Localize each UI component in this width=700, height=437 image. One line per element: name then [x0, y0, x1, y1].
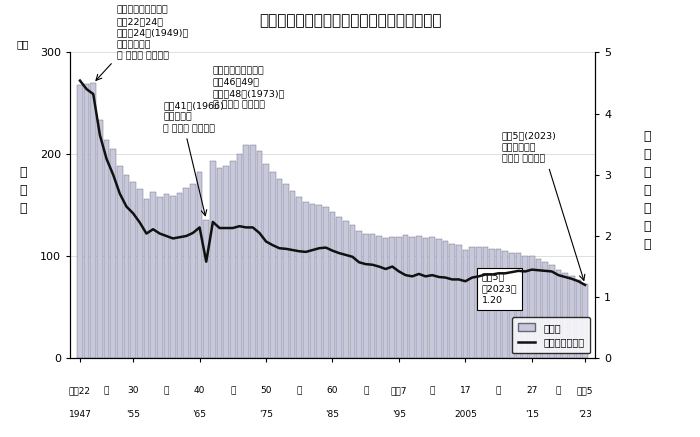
- Bar: [164, 194, 169, 358]
- Text: 令和5: 令和5: [577, 386, 594, 395]
- Text: 1947: 1947: [69, 410, 92, 420]
- Text: 図１　出生数及び合計特殊出生率の年次推移: 図１ 出生数及び合計特殊出生率の年次推移: [259, 13, 441, 28]
- Text: ・: ・: [430, 386, 435, 395]
- Bar: [529, 256, 535, 358]
- Text: ・: ・: [104, 386, 109, 395]
- Bar: [489, 249, 495, 358]
- Bar: [124, 175, 130, 358]
- Bar: [270, 172, 276, 358]
- Bar: [170, 196, 176, 358]
- Text: 万人: 万人: [17, 39, 29, 49]
- Bar: [456, 245, 461, 358]
- Bar: [363, 234, 369, 358]
- Bar: [383, 238, 389, 358]
- Bar: [276, 180, 282, 358]
- Bar: [204, 219, 209, 358]
- Text: ・: ・: [230, 386, 235, 395]
- Bar: [97, 120, 103, 358]
- Bar: [177, 193, 183, 358]
- Text: ・: ・: [363, 386, 368, 395]
- Bar: [509, 253, 514, 358]
- Bar: [536, 259, 541, 358]
- Text: 昭和22: 昭和22: [69, 386, 91, 395]
- Bar: [549, 265, 554, 358]
- Text: 令和5年(2023)
最少の出生数
７２７ ２７７人: 令和5年(2023) 最少の出生数 ７２７ ２７７人: [502, 132, 556, 163]
- Bar: [117, 166, 122, 358]
- Bar: [349, 225, 356, 358]
- Text: '55: '55: [126, 410, 140, 420]
- Text: 平成7: 平成7: [391, 386, 407, 395]
- Text: 第２次ベビーブーム
昭和46〜49年
（昭和48年(1973)）
２ ０９１ ９８３人: 第２次ベビーブーム 昭和46〜49年 （昭和48年(1973)） ２ ０９１ ９…: [213, 66, 286, 110]
- Bar: [410, 237, 415, 358]
- Text: 2005: 2005: [454, 410, 477, 420]
- Text: ・: ・: [556, 386, 561, 395]
- Bar: [370, 233, 375, 358]
- Bar: [210, 161, 216, 358]
- Text: 60: 60: [327, 386, 338, 395]
- Bar: [104, 140, 109, 358]
- Bar: [316, 205, 322, 358]
- Text: '95: '95: [392, 410, 406, 420]
- Bar: [503, 251, 508, 358]
- Bar: [396, 237, 402, 358]
- Bar: [442, 241, 448, 358]
- Bar: [90, 83, 96, 358]
- Bar: [496, 249, 501, 358]
- Bar: [429, 237, 435, 358]
- Bar: [575, 280, 581, 358]
- Text: '75: '75: [259, 410, 273, 420]
- Bar: [111, 149, 116, 358]
- Bar: [77, 85, 83, 358]
- Text: 第１次ベビーブーム
昭和22〜24年
（昭和24年(1949)）
最多の出生数
２ ６９６ ６３８人: 第１次ベビーブーム 昭和22〜24年 （昭和24年(1949)） 最多の出生数 …: [116, 6, 189, 61]
- Bar: [343, 221, 349, 358]
- Bar: [263, 164, 269, 358]
- Bar: [217, 168, 223, 358]
- Text: '15: '15: [525, 410, 539, 420]
- Bar: [183, 188, 189, 358]
- Text: 17: 17: [460, 386, 471, 395]
- Bar: [237, 154, 242, 358]
- Text: '23: '23: [578, 410, 592, 420]
- Bar: [556, 270, 561, 358]
- Bar: [476, 247, 482, 358]
- Bar: [303, 202, 309, 358]
- Bar: [356, 231, 362, 358]
- Bar: [463, 250, 468, 358]
- Bar: [290, 191, 295, 358]
- Text: 出
生
数: 出 生 数: [19, 166, 27, 215]
- Text: ・: ・: [297, 386, 302, 395]
- Bar: [330, 212, 335, 358]
- Text: 50: 50: [260, 386, 272, 395]
- Bar: [309, 204, 316, 358]
- Bar: [323, 207, 329, 358]
- Bar: [482, 247, 488, 358]
- Bar: [389, 237, 395, 358]
- Bar: [150, 192, 156, 358]
- Bar: [244, 145, 249, 358]
- Text: '65: '65: [193, 410, 206, 420]
- Text: 令和5年
（2023）
1.20: 令和5年 （2023） 1.20: [482, 273, 518, 305]
- Bar: [336, 218, 342, 358]
- Bar: [257, 151, 262, 358]
- Bar: [562, 273, 568, 358]
- Text: 40: 40: [194, 386, 205, 395]
- Bar: [516, 253, 522, 358]
- Bar: [137, 189, 143, 358]
- Text: ・: ・: [496, 386, 501, 395]
- Bar: [423, 238, 428, 358]
- Bar: [84, 84, 90, 358]
- Bar: [469, 247, 475, 358]
- Bar: [144, 199, 149, 358]
- Bar: [157, 197, 162, 358]
- Text: 合
計
特
殊
出
生
率: 合 計 特 殊 出 生 率: [644, 130, 651, 250]
- Bar: [230, 161, 236, 358]
- Bar: [569, 276, 575, 358]
- Bar: [416, 236, 421, 358]
- Bar: [542, 262, 548, 358]
- Bar: [197, 172, 202, 358]
- Bar: [250, 145, 255, 358]
- Bar: [296, 197, 302, 358]
- Text: '85: '85: [326, 410, 340, 420]
- Bar: [402, 235, 408, 358]
- Text: 昭和41年(1966)
ひのえうま
１ ３６０ ９７４人: 昭和41年(1966) ひのえうま １ ３６０ ９７４人: [163, 101, 224, 133]
